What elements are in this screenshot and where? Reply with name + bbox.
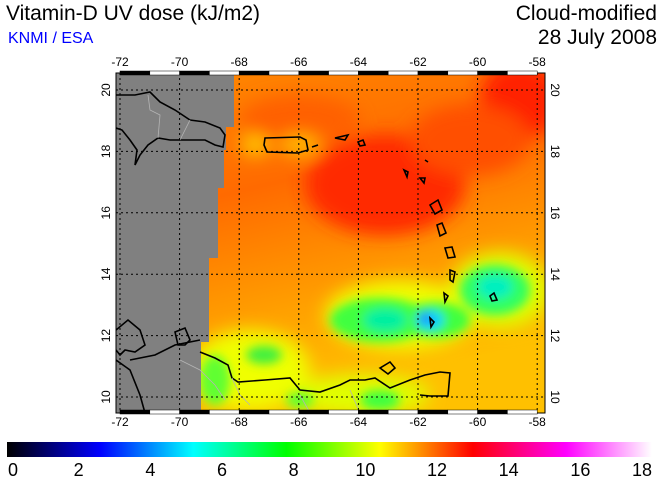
dose-field — [116, 73, 545, 413]
frame-segment — [209, 70, 240, 76]
frame-segment — [149, 70, 180, 76]
colorbar-label: 4 — [145, 460, 155, 480]
lon-tick-top: -66 — [290, 55, 308, 69]
colorbar-label: 18 — [632, 460, 652, 480]
lat-tick-right: 16 — [548, 206, 562, 220]
colorbar-label: 12 — [427, 460, 447, 480]
colorbar-label: 10 — [355, 460, 375, 480]
frame-segment — [507, 70, 538, 76]
frame-segment — [209, 409, 240, 415]
frame-segment — [477, 409, 508, 415]
lat-tick-right: 10 — [548, 390, 562, 404]
colorbar — [7, 442, 652, 457]
frame-segment — [119, 409, 151, 415]
frame-segment — [477, 70, 508, 76]
lat-tick-left: 16 — [99, 206, 113, 220]
colorbar-label: 14 — [499, 460, 519, 480]
frame-segment — [507, 409, 538, 415]
lat-tick-left: 14 — [99, 267, 113, 281]
colorbar-label: 2 — [74, 460, 84, 480]
frame-segment — [268, 409, 300, 415]
map-title: Vitamin-D UV dose (kJ/m2) — [6, 2, 261, 25]
frame-segment — [387, 409, 419, 415]
lon-tick-top: -64 — [350, 55, 368, 69]
lon-tick-top: -72 — [111, 55, 129, 69]
frame-segment — [298, 70, 329, 76]
frame-segment — [179, 70, 210, 76]
lon-tick-bottom: -58 — [529, 415, 547, 429]
frame-segment — [417, 409, 449, 415]
colorbar-label: 8 — [289, 460, 299, 480]
country-borders — [147, 94, 361, 413]
colorbar-label: 0 — [8, 460, 18, 480]
frame-segment — [268, 70, 300, 76]
frame-segment — [328, 70, 359, 76]
lon-tick-bottom: -70 — [171, 415, 189, 429]
lat-tick-right: 12 — [548, 329, 562, 343]
lon-tick-bottom: -64 — [350, 415, 368, 429]
lon-tick-bottom: -72 — [111, 415, 129, 429]
lat-tick-right: 20 — [548, 83, 562, 97]
frame-segment — [119, 70, 151, 76]
lon-tick-top: -60 — [469, 55, 487, 69]
frame-segment — [358, 70, 389, 76]
colorbar-label: 16 — [570, 460, 590, 480]
lon-tick-bottom: -62 — [409, 415, 427, 429]
axis-ticks: -72 -72 -70 -70 -68 -68 -66 -66 -64 -64 -62 -62 -60 -… — [99, 55, 562, 429]
lon-tick-top: -68 — [231, 55, 249, 69]
mode-label: Cloud-modified — [515, 2, 657, 25]
frame-segment — [179, 409, 210, 415]
colorbar-label: 6 — [217, 460, 227, 480]
lon-tick-bottom: -68 — [231, 415, 249, 429]
lon-tick-top: -70 — [171, 55, 189, 69]
frame-segment — [387, 70, 419, 76]
frame-segment — [298, 409, 329, 415]
date-label: 28 July 2008 — [537, 26, 657, 49]
lon-tick-bottom: -60 — [469, 415, 487, 429]
frame-segment — [358, 409, 389, 415]
lat-tick-right: 14 — [548, 268, 562, 282]
frame-segment — [149, 409, 180, 415]
frame-segment — [447, 70, 478, 76]
lon-tick-bottom: -66 — [290, 415, 308, 429]
colorbar-labels: 0 2 4 6 8 10 12 14 16 18 — [8, 460, 652, 480]
frame-segment — [447, 409, 478, 415]
lat-tick-left: 10 — [99, 390, 113, 404]
no-data-region — [116, 73, 234, 413]
lat-tick-right: 18 — [548, 145, 562, 159]
lon-tick-top: -62 — [409, 55, 427, 69]
lat-tick-left: 12 — [99, 329, 113, 343]
frame-segment — [238, 70, 270, 76]
frame-segment — [238, 409, 270, 415]
frame-segment — [417, 70, 449, 76]
frame-bars — [119, 70, 538, 415]
lat-tick-left: 20 — [99, 83, 113, 97]
source-label: KNMI / ESA — [8, 30, 94, 47]
lat-tick-left: 18 — [99, 144, 113, 158]
frame-segment — [328, 409, 359, 415]
graticule — [116, 73, 545, 413]
lon-tick-top: -58 — [529, 55, 547, 69]
